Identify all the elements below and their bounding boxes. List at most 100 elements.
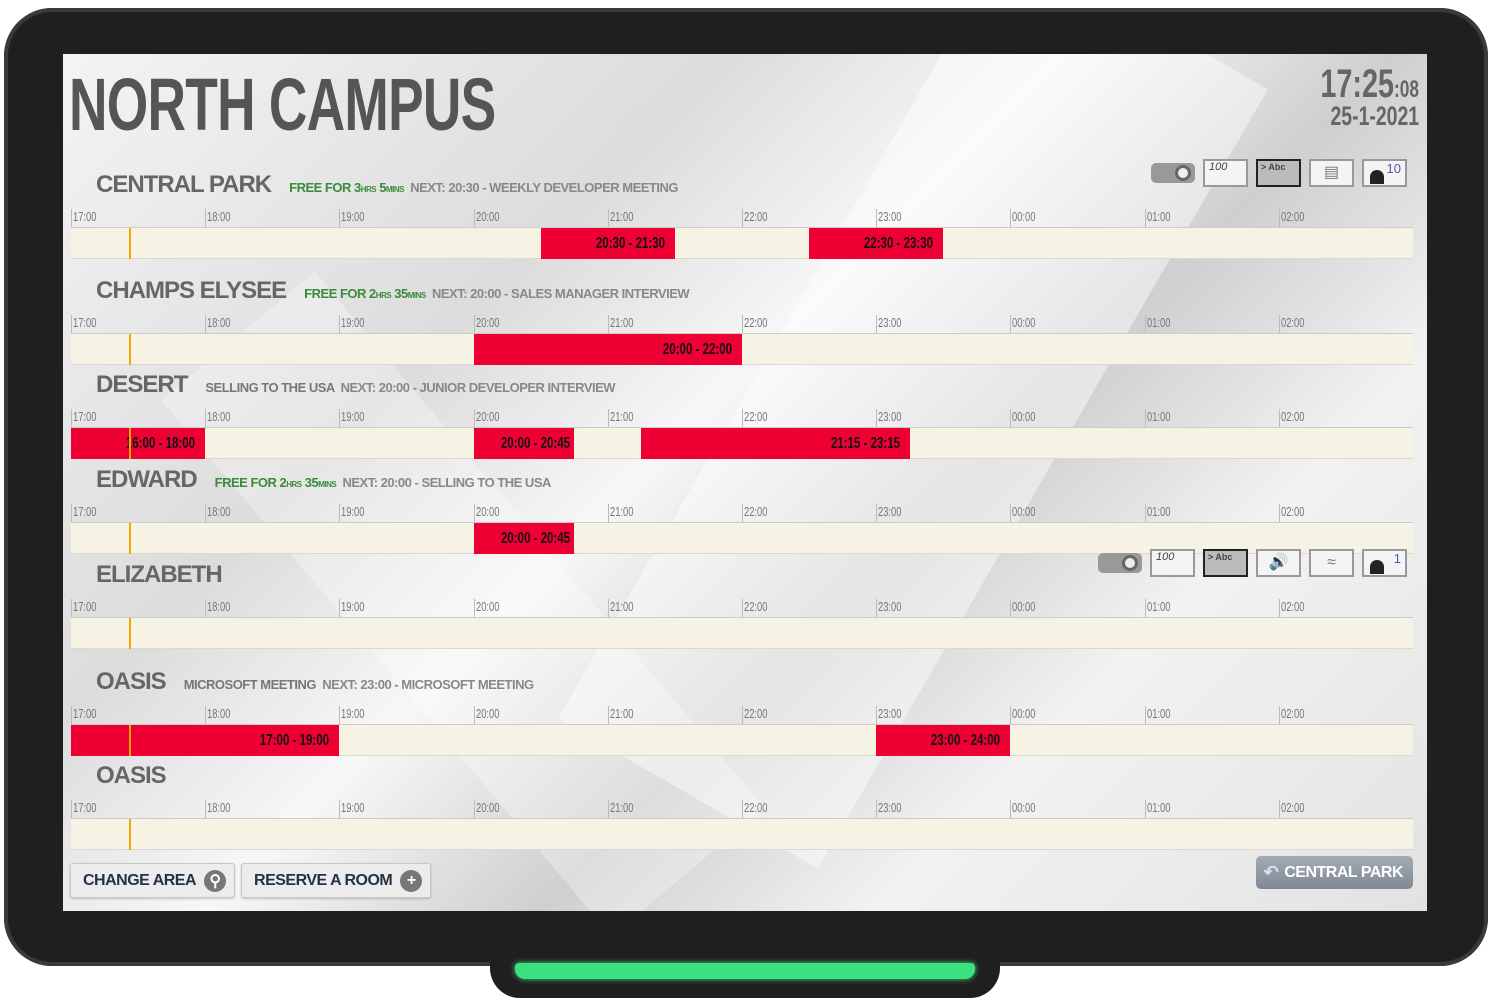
timeline-bar[interactable] — [71, 819, 1413, 850]
timeline-bar[interactable] — [71, 618, 1413, 649]
change-area-label: CHANGE AREA — [83, 871, 197, 889]
hour-tick: 22:00 — [742, 409, 777, 427]
room-name: CENTRAL PARK — [96, 171, 272, 198]
current-time-marker — [128, 725, 131, 756]
hour-tick: 18:00 — [205, 800, 240, 818]
booking-block[interactable]: 20:00 - 20:45 — [473, 523, 575, 554]
next-meeting: NEXT: 20:00 - SALES MANAGER INTERVIEW — [431, 286, 690, 301]
plus-icon: + — [400, 869, 423, 892]
video-camera-icon: ▤ — [1309, 159, 1354, 187]
projector-icon — [1151, 159, 1195, 187]
timeline-axis — [71, 227, 1413, 228]
wifi-icon: ≈ — [1309, 549, 1354, 577]
free-status: FREE FOR 2HRS 35MINS — [304, 286, 426, 301]
room-name: OASIS — [96, 668, 167, 695]
timeline-bar[interactable]: 20:00 - 20:45 — [71, 523, 1413, 554]
hour-tick: 17:00 — [71, 409, 106, 427]
room-name: ELIZABETH — [96, 561, 223, 588]
change-area-button[interactable]: CHANGE AREA ⚲ — [70, 863, 236, 898]
hour-tick: 21:00 — [607, 409, 643, 427]
hour-tick: 20:00 — [473, 800, 509, 818]
display-icon: > Abc — [1256, 159, 1301, 187]
capacity-icon: 1 — [1362, 549, 1407, 577]
timeline-bar[interactable]: 17:00 - 19:00 23:00 - 24:00 — [71, 725, 1413, 756]
hour-tick: 02:00 — [1278, 800, 1314, 818]
hour-tick: 21:00 — [607, 800, 643, 818]
hour-tick: 19:00 — [339, 800, 374, 818]
hour-tick: 17:00 — [71, 706, 106, 724]
booking-block[interactable]: 16:00 - 18:00 — [71, 428, 206, 459]
hour-tick: 02:00 — [1278, 504, 1314, 522]
search-icon: ⚲ — [204, 869, 227, 892]
booking-block[interactable]: 22:30 - 23:30 — [809, 228, 944, 259]
screen: NORTH CAMPUS 17:25:08 25-1-2021 CENTRAL … — [63, 54, 1427, 911]
current-meeting: MICROSOFT MEETING — [183, 677, 317, 692]
hour-tick: 22:00 — [742, 599, 777, 617]
reserve-room-button[interactable]: RESERVE A ROOM + — [241, 863, 432, 898]
page-title: NORTH CAMPUS — [69, 63, 496, 146]
clock-time: 17:25 — [1320, 62, 1395, 106]
hour-tick: 20:00 — [473, 315, 509, 333]
footer-buttons: CHANGE AREA ⚲ RESERVE A ROOM + — [70, 863, 432, 898]
status-led — [515, 963, 975, 979]
booking-block[interactable]: 20:00 - 22:00 — [473, 334, 742, 365]
hour-tick: 00:00 — [1010, 706, 1045, 724]
hour-tick: 01:00 — [1144, 209, 1180, 227]
amenities: 100 > Abc 🔊 ≈1 — [1098, 549, 1407, 577]
hour-tick: 23:00 — [876, 209, 911, 227]
free-status: FREE FOR 2HRS 35MINS — [214, 475, 337, 490]
hour-tick: 00:00 — [1010, 209, 1045, 227]
hour-tick: 19:00 — [339, 706, 374, 724]
hour-tick: 02:00 — [1278, 409, 1314, 427]
timeline-axis — [71, 522, 1413, 523]
booking-block[interactable]: 21:15 - 23:15 — [641, 428, 910, 459]
hour-tick: 21:00 — [607, 706, 643, 724]
hour-tick: 01:00 — [1144, 800, 1180, 818]
hour-tick: 23:00 — [876, 504, 911, 522]
current-meeting: SELLING TO THE USA — [205, 380, 335, 395]
free-status: FREE FOR 3HRS 5MINS — [289, 180, 404, 195]
display-icon: > Abc — [1203, 549, 1248, 577]
hour-tick: 01:00 — [1144, 599, 1180, 617]
whiteboard-icon: 100 — [1150, 549, 1195, 577]
booking-block[interactable]: 20:30 - 21:30 — [540, 228, 675, 259]
current-time-marker — [128, 228, 131, 259]
amenities: 100 > Abc ▤ 10 — [1151, 159, 1407, 187]
hour-tick: 19:00 — [339, 504, 374, 522]
room-name: CHAMPS ELYSEE — [96, 277, 287, 304]
next-meeting: NEXT: 20:00 - SELLING TO THE USA — [342, 475, 551, 490]
hour-tick: 17:00 — [71, 599, 106, 617]
hour-tick: 18:00 — [205, 209, 240, 227]
hour-tick: 00:00 — [1010, 315, 1045, 333]
hour-tick: 18:00 — [205, 409, 240, 427]
room-header: DESERT SELLING TO THE USA NEXT: 20:00 - J… — [96, 371, 616, 399]
timeline-bar[interactable]: 16:00 - 18:00 20:00 - 20:45 21:15 - 23:15 — [71, 428, 1413, 459]
timeline-axis — [71, 617, 1413, 618]
whiteboard-icon: 100 — [1203, 159, 1248, 187]
back-arrow-icon: ↶ — [1263, 862, 1279, 882]
booking-block[interactable]: 23:00 - 24:00 — [876, 725, 1011, 756]
timeline-bar[interactable]: 20:30 - 21:30 22:30 - 23:30 — [71, 228, 1413, 259]
hour-tick: 20:00 — [473, 209, 509, 227]
booking-block[interactable]: 17:00 - 19:00 — [71, 725, 340, 756]
hour-tick: 18:00 — [205, 315, 240, 333]
hour-tick: 20:00 — [473, 706, 509, 724]
hour-tick: 02:00 — [1278, 209, 1314, 227]
hour-tick: 00:00 — [1010, 599, 1045, 617]
current-time-marker — [128, 618, 131, 649]
hour-tick: 19:00 — [339, 315, 374, 333]
hour-tick: 18:00 — [205, 706, 240, 724]
clock: 17:25:08 25-1-2021 — [1219, 62, 1419, 132]
hour-tick: 22:00 — [742, 504, 777, 522]
current-time-marker — [128, 428, 131, 459]
hour-tick: 22:00 — [742, 706, 777, 724]
hour-tick: 17:00 — [71, 800, 106, 818]
room-header: EDWARD FREE FOR 2HRS 35MINS NEXT: 20:00 -… — [96, 466, 551, 494]
booking-block[interactable]: 20:00 - 20:45 — [473, 428, 575, 459]
room-header: CENTRAL PARK FREE FOR 3HRS 5MINS NEXT: 20… — [96, 171, 678, 199]
back-to-room-button[interactable]: ↶ CENTRAL PARK — [1255, 856, 1413, 889]
hour-tick: 20:00 — [473, 599, 509, 617]
timeline-bar[interactable]: 20:00 - 22:00 — [71, 334, 1413, 365]
speaker-icon: 🔊 — [1256, 549, 1301, 577]
hour-tick: 21:00 — [607, 599, 643, 617]
